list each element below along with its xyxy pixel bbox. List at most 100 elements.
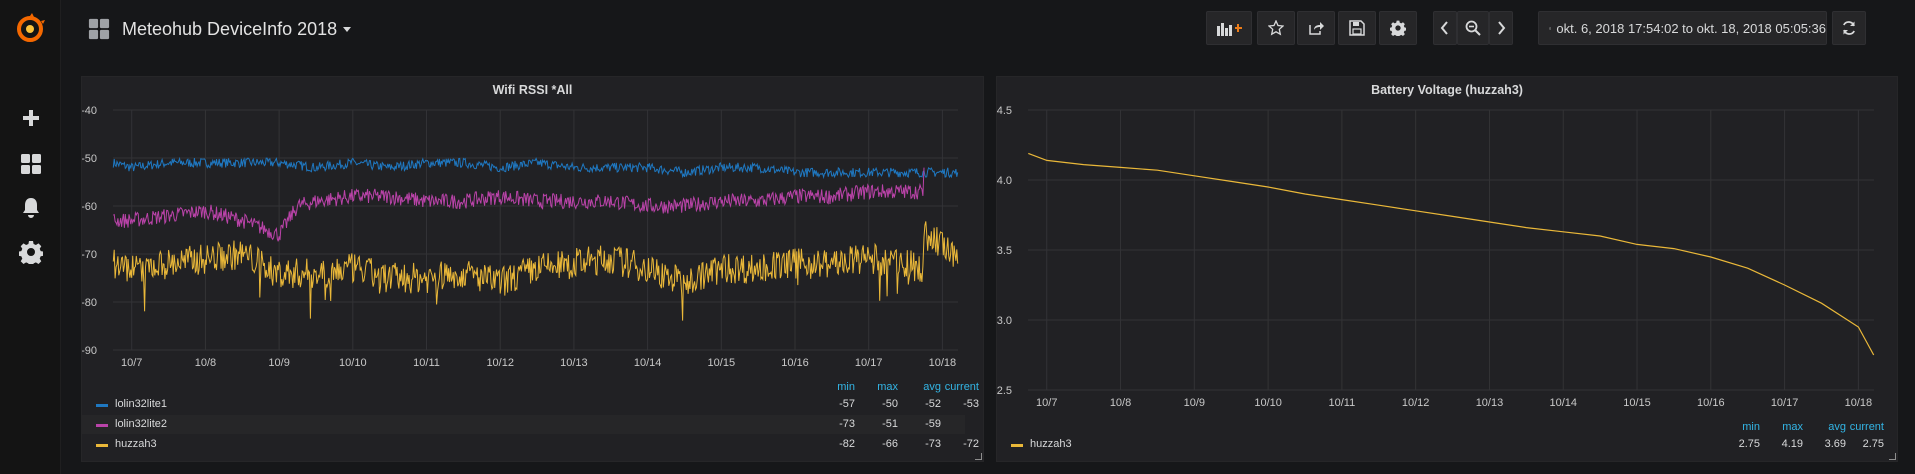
add-panel-icon	[1217, 23, 1242, 36]
series-line-huzzah3[interactable]	[112, 221, 959, 321]
legend-max: 4.19	[1781, 438, 1803, 450]
series-line-huzzah3[interactable]	[1028, 152, 1875, 356]
time-range-label: okt. 6, 2018 17:54:02 to okt. 18, 2018 0…	[1556, 20, 1826, 36]
legend-header-avg[interactable]: avg	[923, 381, 941, 393]
time-picker-button[interactable]: okt. 6, 2018 17:54:02 to okt. 18, 2018 0…	[1538, 11, 1827, 45]
panel-battery-voltage: Battery Voltage (huzzah3) 4.5 4.0 3.5 3.0 2.…	[996, 76, 1898, 462]
legend-series-name[interactable]: lolin32lite1	[115, 398, 167, 410]
bell-icon[interactable]	[19, 196, 43, 220]
x-tick-label: 10/9	[268, 357, 289, 369]
panel-title[interactable]: Wifi RSSI *All	[492, 83, 573, 97]
star-button[interactable]	[1257, 11, 1295, 45]
legend-row[interactable]: huzzah3 -82 -66 -73 -72	[82, 435, 979, 454]
x-tick-label: 10/17	[855, 357, 883, 369]
caret-down-icon	[343, 26, 352, 32]
legend-avg: -73	[925, 438, 941, 450]
legend-header-max[interactable]: max	[877, 381, 898, 393]
legend-header-min[interactable]: min	[1742, 421, 1760, 433]
add-panel-button[interactable]	[1206, 11, 1252, 45]
legend-current: -72	[963, 438, 979, 450]
x-tick-label: 10/12	[1402, 397, 1430, 409]
plus-icon[interactable]	[19, 106, 43, 130]
zoom-out-button[interactable]	[1457, 11, 1489, 45]
panel-title[interactable]: Battery Voltage (huzzah3)	[1371, 83, 1523, 97]
battery-voltage-chart[interactable]: 4.5 4.0 3.5 3.0 2.5 10/7 10/8 10/9 10/10 10/11 10/…	[997, 77, 1899, 417]
refresh-icon	[1843, 21, 1855, 35]
save-icon	[1349, 20, 1365, 36]
x-tick-label: 10/14	[634, 357, 662, 369]
series-color-swatch[interactable]	[96, 424, 108, 427]
dashboard-title: Meteohub DeviceInfo 2018	[122, 18, 338, 39]
dashboard-grid-icon	[88, 18, 110, 40]
y-tick-label: -50	[82, 153, 97, 165]
x-tick-label: 10/13	[560, 357, 588, 369]
series-line-lolin32lite2[interactable]	[113, 167, 925, 242]
legend-series-name[interactable]: huzzah3	[1030, 438, 1072, 450]
refresh-button[interactable]	[1832, 11, 1866, 45]
x-tick-label: 10/16	[781, 357, 809, 369]
legend-avg: -59	[925, 418, 941, 430]
settings-icon	[1390, 20, 1406, 36]
legend-current: 2.75	[1862, 438, 1884, 450]
legend-row[interactable]: lolin32lite2 -73 -51 -59	[82, 415, 965, 434]
x-tick-label: 10/18	[1845, 397, 1873, 409]
wifi-rssi-chart[interactable]: -40 -50 -60 -70 -80 -90 10/7 10/8 10/9 10/10 10/11…	[82, 77, 985, 377]
legend-min: 2.75	[1738, 438, 1760, 450]
x-tick-label: 10/16	[1697, 397, 1725, 409]
x-tick-label: 10/11	[1329, 397, 1356, 409]
y-tick-label: -80	[82, 297, 97, 309]
grafana-logo-icon[interactable]	[14, 13, 46, 45]
panel-resize-handle[interactable]	[975, 453, 982, 460]
legend-header-min[interactable]: min	[837, 381, 855, 393]
legend-min: -82	[839, 438, 855, 450]
clock-icon	[1549, 26, 1552, 30]
x-tick-label: 10/8	[1110, 397, 1131, 409]
legend-row[interactable]: lolin32lite1 -57 -50 -52 -53	[82, 395, 979, 414]
panel-wifi-rssi: Wifi RSSI *All -40 -50 -60 -70 -80 -90 10/7 10/…	[81, 76, 984, 462]
dashboard-picker[interactable]: Meteohub DeviceInfo 2018	[88, 14, 352, 44]
y-tick-label: -40	[82, 105, 97, 117]
settings-button[interactable]	[1379, 11, 1417, 45]
y-tick-label: 4.0	[997, 175, 1012, 187]
x-tick-label: 10/15	[1623, 397, 1651, 409]
series-color-swatch[interactable]	[96, 404, 108, 407]
y-tick-label: 4.5	[997, 105, 1012, 117]
legend-current: -53	[963, 398, 979, 410]
legend-max: -51	[882, 418, 898, 430]
x-tick-label: 10/12	[486, 357, 514, 369]
x-tick-label: 10/17	[1771, 397, 1799, 409]
legend-header-current[interactable]: current	[1849, 421, 1884, 433]
chevron-left-icon	[1440, 21, 1448, 35]
x-tick-label: 10/11	[413, 357, 440, 369]
gear-icon[interactable]	[19, 240, 43, 264]
side-menu	[0, 0, 61, 474]
legend-header-avg[interactable]: avg	[1828, 421, 1846, 433]
y-tick-label: 3.0	[997, 315, 1012, 327]
zoom-out-icon	[1465, 20, 1481, 36]
panel-resize-handle[interactable]	[1889, 453, 1896, 460]
series-color-swatch[interactable]	[96, 444, 108, 447]
share-button[interactable]	[1297, 11, 1335, 45]
x-tick-label: 10/15	[708, 357, 736, 369]
y-tick-label: -90	[82, 345, 97, 357]
legend-row[interactable]: huzzah3 2.75 4.19 3.69 2.75	[997, 435, 1884, 454]
legend-series-name[interactable]: huzzah3	[115, 438, 157, 450]
legend-avg: 3.69	[1824, 438, 1846, 450]
series-line-lolin32lite1[interactable]	[112, 156, 959, 180]
save-button[interactable]	[1338, 11, 1376, 45]
x-tick-label: 10/8	[195, 357, 216, 369]
x-tick-label: 10/13	[1476, 397, 1504, 409]
time-shift-back-button[interactable]	[1433, 11, 1457, 45]
legend-avg: -52	[925, 398, 941, 410]
legend-header-max[interactable]: max	[1782, 421, 1803, 433]
x-tick-label: 10/10	[339, 357, 367, 369]
legend-header-current[interactable]: current	[944, 381, 979, 393]
chevron-right-icon	[1498, 21, 1506, 35]
dashboard-navbar: Meteohub DeviceInfo 2018 okt. 6, 2018 17…	[60, 0, 1915, 60]
series-color-swatch[interactable]	[1011, 444, 1023, 447]
x-tick-label: 10/7	[121, 357, 142, 369]
legend-series-name[interactable]: lolin32lite2	[115, 418, 167, 430]
dashboards-icon[interactable]	[19, 152, 43, 176]
time-shift-forward-button[interactable]	[1489, 11, 1513, 45]
share-icon	[1309, 22, 1324, 35]
